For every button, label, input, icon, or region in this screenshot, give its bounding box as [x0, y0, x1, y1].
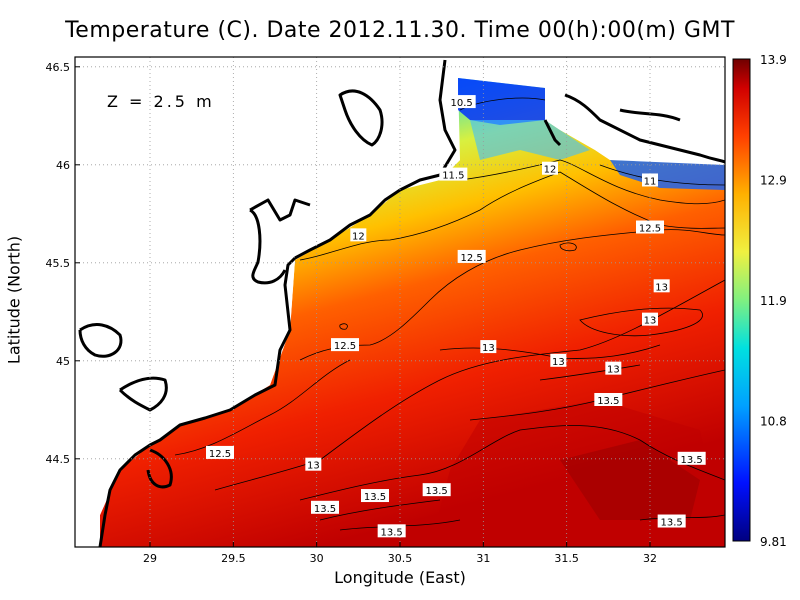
- contour-label: 13: [644, 316, 657, 327]
- x-axis-label: Longitude (East): [334, 568, 466, 587]
- contour-label-box: [439, 167, 468, 181]
- contour-label: 11.5: [442, 171, 464, 182]
- contour-label: 13.5: [661, 518, 683, 529]
- contour-label: 12.5: [209, 449, 231, 460]
- x-tick-label: 32: [643, 552, 657, 565]
- contour-label-box: [377, 524, 406, 538]
- contour-label-box: [350, 228, 367, 242]
- x-ticks: 29 29.5 30 30.5 31 31.5 32: [143, 542, 657, 565]
- y-tick-label: 45.5: [46, 257, 71, 270]
- contour-label: 13.5: [681, 455, 703, 466]
- contour-label: 12: [352, 231, 365, 242]
- contour-label: 12.5: [639, 224, 661, 235]
- x-tick-label: 29.5: [221, 552, 246, 565]
- contour-label: 10.5: [451, 98, 473, 109]
- contour-label: 12: [544, 165, 557, 176]
- contour-label-box: [653, 279, 670, 293]
- contour-label: 13: [307, 461, 320, 472]
- x-tick-label: 29: [143, 552, 157, 565]
- contour-label: 13.5: [426, 486, 448, 497]
- contour-label-box: [331, 338, 359, 352]
- contour-label: 11: [644, 176, 657, 187]
- map-title: Temperature (C). Date 2012.11.30. Time 0…: [65, 18, 735, 43]
- x-tick-label: 30: [310, 552, 324, 565]
- y-tick-label: 45: [56, 355, 70, 368]
- x-tick-label: 31: [476, 552, 490, 565]
- depth-label: Z = 2.5 m: [107, 92, 215, 111]
- colorbar-tick-label: 11.9: [760, 294, 787, 308]
- contour-label-box: [642, 312, 658, 326]
- colorbar-tick-label: 12.9: [760, 174, 787, 188]
- contour-label-box: [594, 393, 623, 406]
- x-tick-label: 30.5: [388, 552, 413, 565]
- colorbar-tick-label: 9.81: [760, 535, 787, 549]
- contour-label: 12.5: [461, 253, 483, 264]
- contour-label: 13.5: [597, 396, 619, 407]
- contour-label: 12.5: [334, 341, 356, 352]
- contour-label: 13.5: [381, 527, 403, 538]
- contour-label-box: [636, 220, 664, 234]
- contour-label-box: [542, 161, 558, 175]
- contour-label: 13.5: [364, 492, 386, 503]
- contour-label-box: [422, 483, 451, 497]
- contour-label-box: [305, 457, 322, 471]
- colorbar-tick-label: 10.8: [760, 415, 787, 429]
- colorbar-tick-label: 13.9: [760, 53, 787, 67]
- contour-label: 13: [552, 357, 565, 368]
- contour-label-box: [361, 489, 389, 503]
- y-tick-label: 46.5: [46, 61, 71, 74]
- contour-label: 13: [655, 282, 668, 293]
- contour-label-box: [457, 249, 486, 263]
- contour-labels: 10.5 11 11.5 12 12 12.5 12.5 12.5 12.5 13 13 13 13 13…: [206, 95, 706, 538]
- coastline: [78, 59, 726, 548]
- x-tick-label: 31.5: [554, 552, 579, 565]
- contour-label-box: [657, 514, 686, 528]
- y-ticks: 44.5 45 45.5 46 46.5: [46, 61, 80, 466]
- colorbar: [732, 58, 751, 542]
- contour-label-box: [605, 361, 622, 375]
- contour-label-box: [206, 445, 234, 459]
- contour-label-box: [642, 173, 658, 187]
- colorbar-ticks: 13.9 12.9 11.9 10.8 9.81: [760, 53, 787, 549]
- contour-label-box: [311, 500, 339, 514]
- y-tick-label: 46: [56, 159, 70, 172]
- contour-label-box: [550, 353, 567, 367]
- contour-label-box: [480, 340, 497, 354]
- contour-label: 13: [607, 365, 620, 376]
- contour-label-box: [677, 451, 706, 465]
- contour-label: 13: [482, 343, 495, 354]
- contour-label-box: [447, 95, 476, 109]
- y-tick-label: 44.5: [46, 453, 71, 466]
- contour-label: 13.5: [314, 504, 336, 515]
